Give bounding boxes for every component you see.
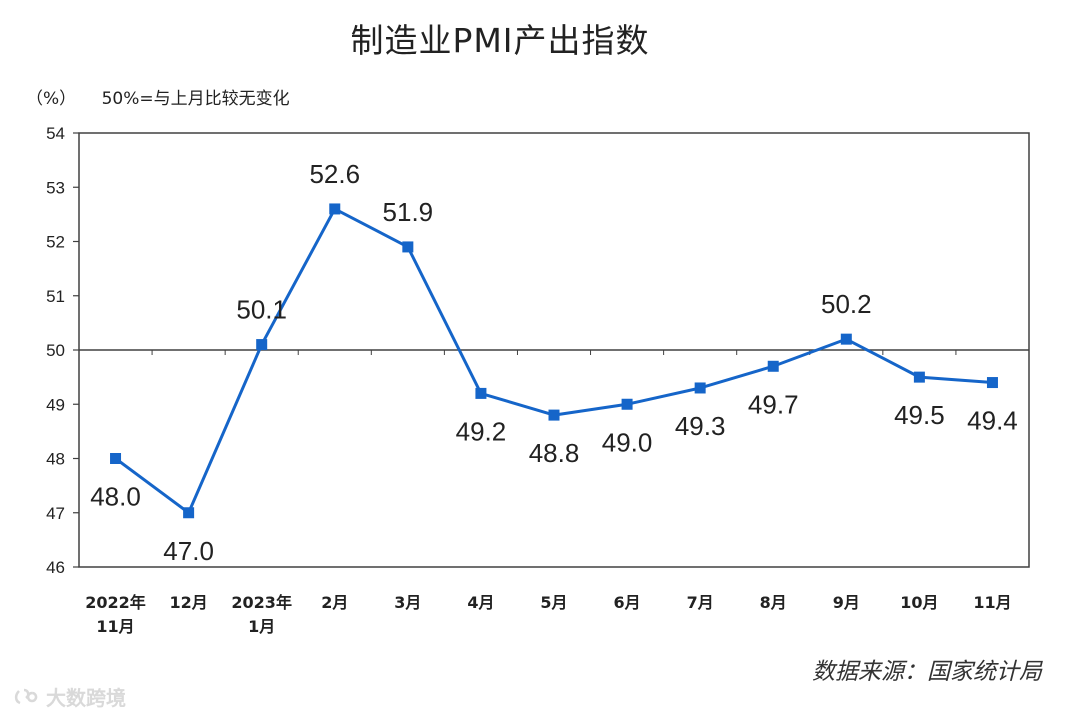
data-point xyxy=(986,377,998,389)
x-tick-label: 11月 xyxy=(973,593,1011,612)
baseline-note: 50%=与上月比较无变化 xyxy=(101,89,290,109)
watermark-text: 大数跨境 xyxy=(46,686,126,710)
data-point xyxy=(256,339,268,351)
data-label: 47.0 xyxy=(163,536,214,566)
x-tick-label: 7月 xyxy=(687,593,714,612)
watermark: 大数跨境 xyxy=(14,682,126,711)
data-source: 数据来源：国家统计局 xyxy=(812,659,1042,685)
x-tick-label: 9月 xyxy=(833,593,860,612)
unit-note: （%） 50%=与上月比较无变化 xyxy=(26,84,290,109)
data-point xyxy=(694,382,706,394)
data-label: 48.8 xyxy=(529,438,580,468)
data-label: 49.5 xyxy=(894,400,945,430)
data-label: 49.3 xyxy=(675,411,726,441)
data-label: 49.0 xyxy=(602,427,653,457)
y-tick-label: 51 xyxy=(46,287,65,306)
y-tick-label: 50 xyxy=(46,341,65,360)
data-label: 49.7 xyxy=(748,389,799,419)
watermark-logo-icon xyxy=(14,688,38,704)
x-tick-label: 8月 xyxy=(760,593,787,612)
y-tick-label: 46 xyxy=(46,558,65,577)
x-tick-label: 6月 xyxy=(614,593,641,612)
data-label: 48.0 xyxy=(90,482,141,512)
data-point xyxy=(329,203,341,215)
data-point xyxy=(110,453,122,464)
x-tick-label: 2023年 xyxy=(231,593,292,612)
y-tick-label: 47 xyxy=(46,504,65,523)
data-point xyxy=(840,333,852,345)
data-point xyxy=(475,387,487,399)
y-tick-label: 54 xyxy=(46,124,65,143)
data-point xyxy=(767,360,779,372)
data-point xyxy=(913,371,925,383)
data-point xyxy=(183,507,195,519)
chart-title: 制造业PMI产出指数 xyxy=(350,21,650,60)
x-tick-label: 2月 xyxy=(321,593,348,612)
x-tick-label: 5月 xyxy=(540,593,567,612)
data-point xyxy=(621,398,633,410)
data-label: 49.4 xyxy=(967,406,1018,436)
data-label: 50.2 xyxy=(821,289,872,319)
x-tick-label: 3月 xyxy=(394,593,421,612)
y-tick-label: 49 xyxy=(46,395,65,414)
x-tick-label: 2022年 xyxy=(85,593,146,612)
data-label: 52.6 xyxy=(309,159,360,189)
data-point xyxy=(548,409,560,421)
x-tick-label: 12月 xyxy=(169,593,207,612)
data-label: 51.9 xyxy=(383,197,434,227)
x-tick-label: 4月 xyxy=(467,593,494,612)
x-tick-label: 1月 xyxy=(248,617,275,636)
x-tick-label: 11月 xyxy=(96,617,134,636)
y-tick-label: 52 xyxy=(46,233,65,252)
y-tick-label: 53 xyxy=(46,178,65,197)
x-tick-label: 10月 xyxy=(900,593,938,612)
data-label: 49.2 xyxy=(456,416,507,446)
data-point xyxy=(402,241,414,253)
y-tick-label: 48 xyxy=(46,450,65,469)
y-unit-label: （%） xyxy=(26,89,77,109)
data-label: 50.1 xyxy=(236,295,287,325)
